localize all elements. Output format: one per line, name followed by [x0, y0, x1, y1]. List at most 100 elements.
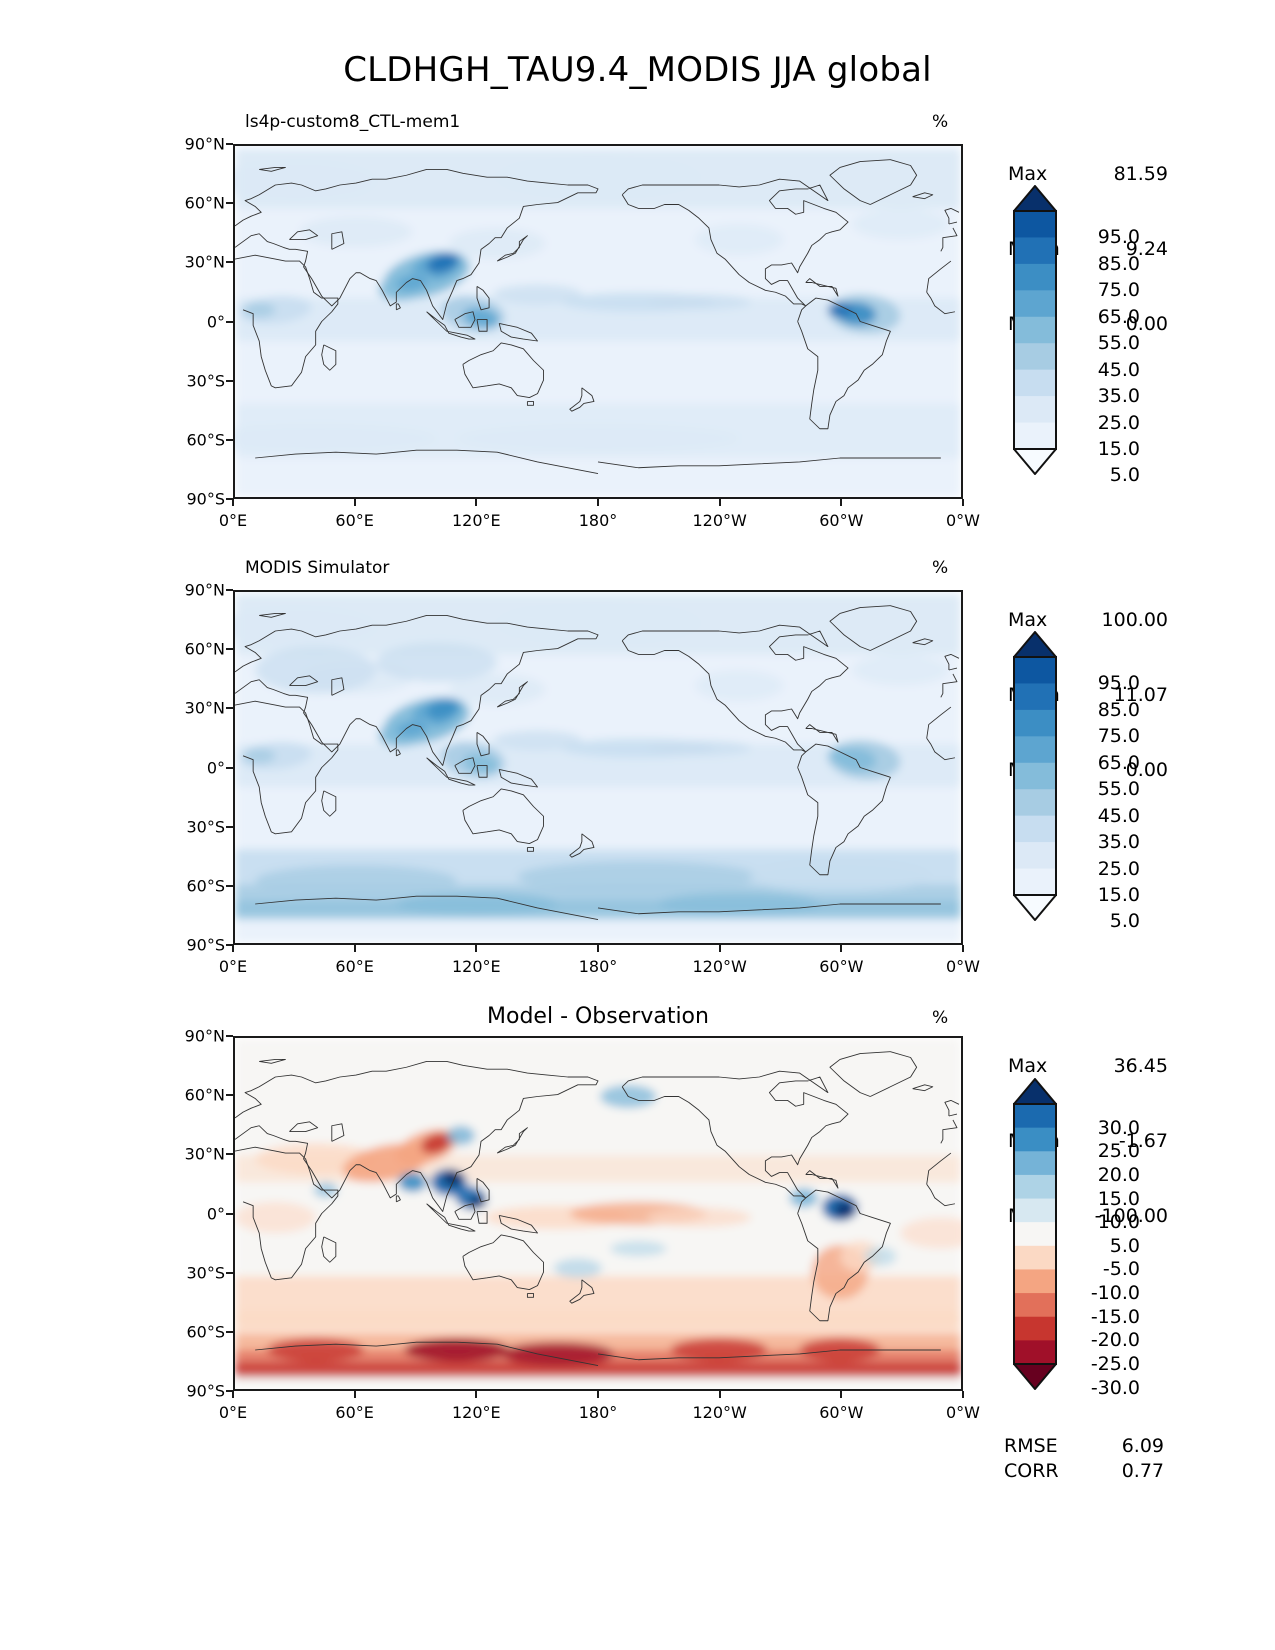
lon-tick-mark [840, 945, 843, 952]
lon-tick-mark [597, 945, 599, 952]
stat-value: 0.00 [1125, 313, 1168, 335]
stat-value: 11.07 [1113, 684, 1168, 706]
colorbar-tick-label: 45.0 [1097, 358, 1140, 381]
lat-tick-mark [226, 1390, 233, 1392]
colorbar-observation[interactable]: 95.0 85.0 75.0 65.0 55.0 45.0 35.0 25.0 15.0 5.0 [1012, 631, 1140, 932]
lon-tick-mark [232, 499, 234, 506]
colorbar-tick-label: -20.0 [1090, 1329, 1140, 1352]
lat-tick-label: 60°N [184, 1085, 225, 1105]
panel-observation-units: % [932, 558, 949, 578]
lon-tick-mark [353, 945, 356, 952]
lat-tick-mark [226, 1035, 233, 1037]
lat-tick-mark [226, 884, 233, 887]
map-axes-observation[interactable] [233, 590, 963, 945]
lat-tick-mark [226, 648, 233, 651]
corr-value: 0.77 [1121, 1460, 1164, 1482]
lon-tick-label: 120°E [452, 1403, 501, 1422]
lat-tick-label: 60°S [186, 876, 225, 896]
lon-tick-mark [840, 499, 843, 506]
lon-tick-label: 120°W [692, 511, 747, 530]
lon-tick-mark [597, 1391, 599, 1398]
panel-model-units: % [932, 112, 949, 132]
lon-tick-mark [475, 1391, 478, 1398]
colorbar-tick-label: 35.0 [1097, 385, 1140, 408]
map-field-model [235, 146, 961, 497]
lat-tick-label: 30°S [186, 1263, 225, 1283]
stat-key: Max [1008, 1055, 1048, 1077]
panel-model-label: ls4p-custom8_CTL-mem1 [245, 112, 461, 132]
map-field-observation [235, 592, 961, 943]
corr-key: CORR [1004, 1460, 1059, 1482]
lon-tick-label: 0°W [946, 511, 980, 530]
lon-tick-mark [232, 945, 234, 952]
lon-tick-label: 60°E [335, 957, 374, 976]
lat-tick-label: 30°S [186, 371, 225, 391]
lat-tick-label: 90°S [186, 935, 225, 955]
lat-tick-mark [226, 498, 233, 500]
lat-tick-label: 90°N [184, 580, 225, 600]
figure-title: CLDHGH_TAU9.4_MODIS JJA global [343, 50, 932, 90]
lon-tick-label: 0°E [218, 1403, 248, 1422]
colorbar-tick-label: 95.0 [1097, 672, 1140, 695]
map-field-difference [235, 1038, 961, 1389]
colorbar-tick-label: 15.0 [1097, 1187, 1140, 1210]
lon-tick-mark [353, 1391, 356, 1398]
stat-value: 100.00 [1101, 609, 1168, 631]
stat-value: -1.67 [1118, 1130, 1168, 1152]
colorbar-tick-label: 85.0 [1097, 698, 1140, 721]
lon-tick-label: 0°E [218, 511, 248, 530]
colorbar-tick-label: -10.0 [1090, 1282, 1140, 1305]
lat-tick-mark [226, 707, 233, 710]
colorbar-tick-label: 15.0 [1097, 884, 1140, 906]
lat-tick-mark [226, 1094, 233, 1097]
panel-observation-label: MODIS Simulator [245, 558, 390, 578]
lon-tick-label: 120°W [692, 1403, 747, 1422]
lon-tick-label: 0°W [946, 957, 980, 976]
coastlines [235, 159, 960, 475]
colorbar-swatches [1013, 1078, 1057, 1390]
lat-tick-mark [226, 944, 233, 946]
lon-tick-label: 180° [578, 511, 618, 530]
lat-tick-mark [226, 1212, 233, 1215]
colorbar-tick-label: 15.0 [1097, 438, 1140, 460]
lon-tick-mark [840, 1391, 843, 1398]
lon-tick-label: 60°W [819, 1403, 864, 1422]
lon-tick-label: 180° [578, 1403, 618, 1422]
stat-value: 81.59 [1113, 163, 1168, 185]
lat-tick-label: 60°S [186, 430, 225, 450]
panel-difference-label: Model - Observation [487, 1004, 709, 1029]
colorbar-tick-label: 55.0 [1097, 778, 1140, 801]
colorbar-swatches [1013, 631, 1057, 921]
coastlines [235, 605, 960, 921]
colorbar-tick-label: 85.0 [1097, 252, 1140, 275]
map-axes-difference[interactable] [233, 1036, 963, 1391]
lat-tick-label: 60°N [184, 639, 225, 659]
lat-tick-label: 30°N [184, 698, 225, 718]
lat-tick-label: 30°N [184, 1144, 225, 1164]
colorbar-tick-label: 25.0 [1097, 1140, 1140, 1163]
colorbar-tick-label: 65.0 [1097, 751, 1140, 774]
colorbar-tick-label: -30.0 [1090, 1376, 1140, 1399]
lat-tick-mark [226, 1271, 233, 1274]
colorbar-tick-label: -5.0 [1102, 1258, 1140, 1281]
lat-tick-label: 90°S [186, 489, 225, 509]
colorbar-swatches [1013, 185, 1057, 475]
lon-tick-label: 120°E [452, 957, 501, 976]
lat-tick-mark [226, 825, 233, 828]
lat-tick-mark [226, 1330, 233, 1333]
colorbar-tick-label: 75.0 [1097, 279, 1140, 302]
colorbar-difference[interactable]: 30.0 25.0 20.0 15.0 10.0 5.0 -5.0 -10.0 -15.0 -20… [1012, 1078, 1140, 1399]
lon-tick-label: 0°W [946, 1403, 980, 1422]
lon-tick-mark [718, 1391, 721, 1398]
map-axes-model[interactable] [233, 144, 963, 499]
colorbar-model[interactable]: 95.0 85.0 75.0 65.0 55.0 45.0 35.0 25.0 15.0 5.0 [1012, 185, 1140, 486]
colorbar-tick-label: 5.0 [1109, 1234, 1140, 1257]
lat-tick-label: 0° [206, 312, 225, 331]
lat-tick-mark [226, 261, 233, 264]
lat-tick-label: 60°N [184, 193, 225, 213]
lon-tick-label: 0°E [218, 957, 248, 976]
lat-tick-mark [226, 379, 233, 382]
colorbar-tick-label: 55.0 [1097, 332, 1140, 355]
